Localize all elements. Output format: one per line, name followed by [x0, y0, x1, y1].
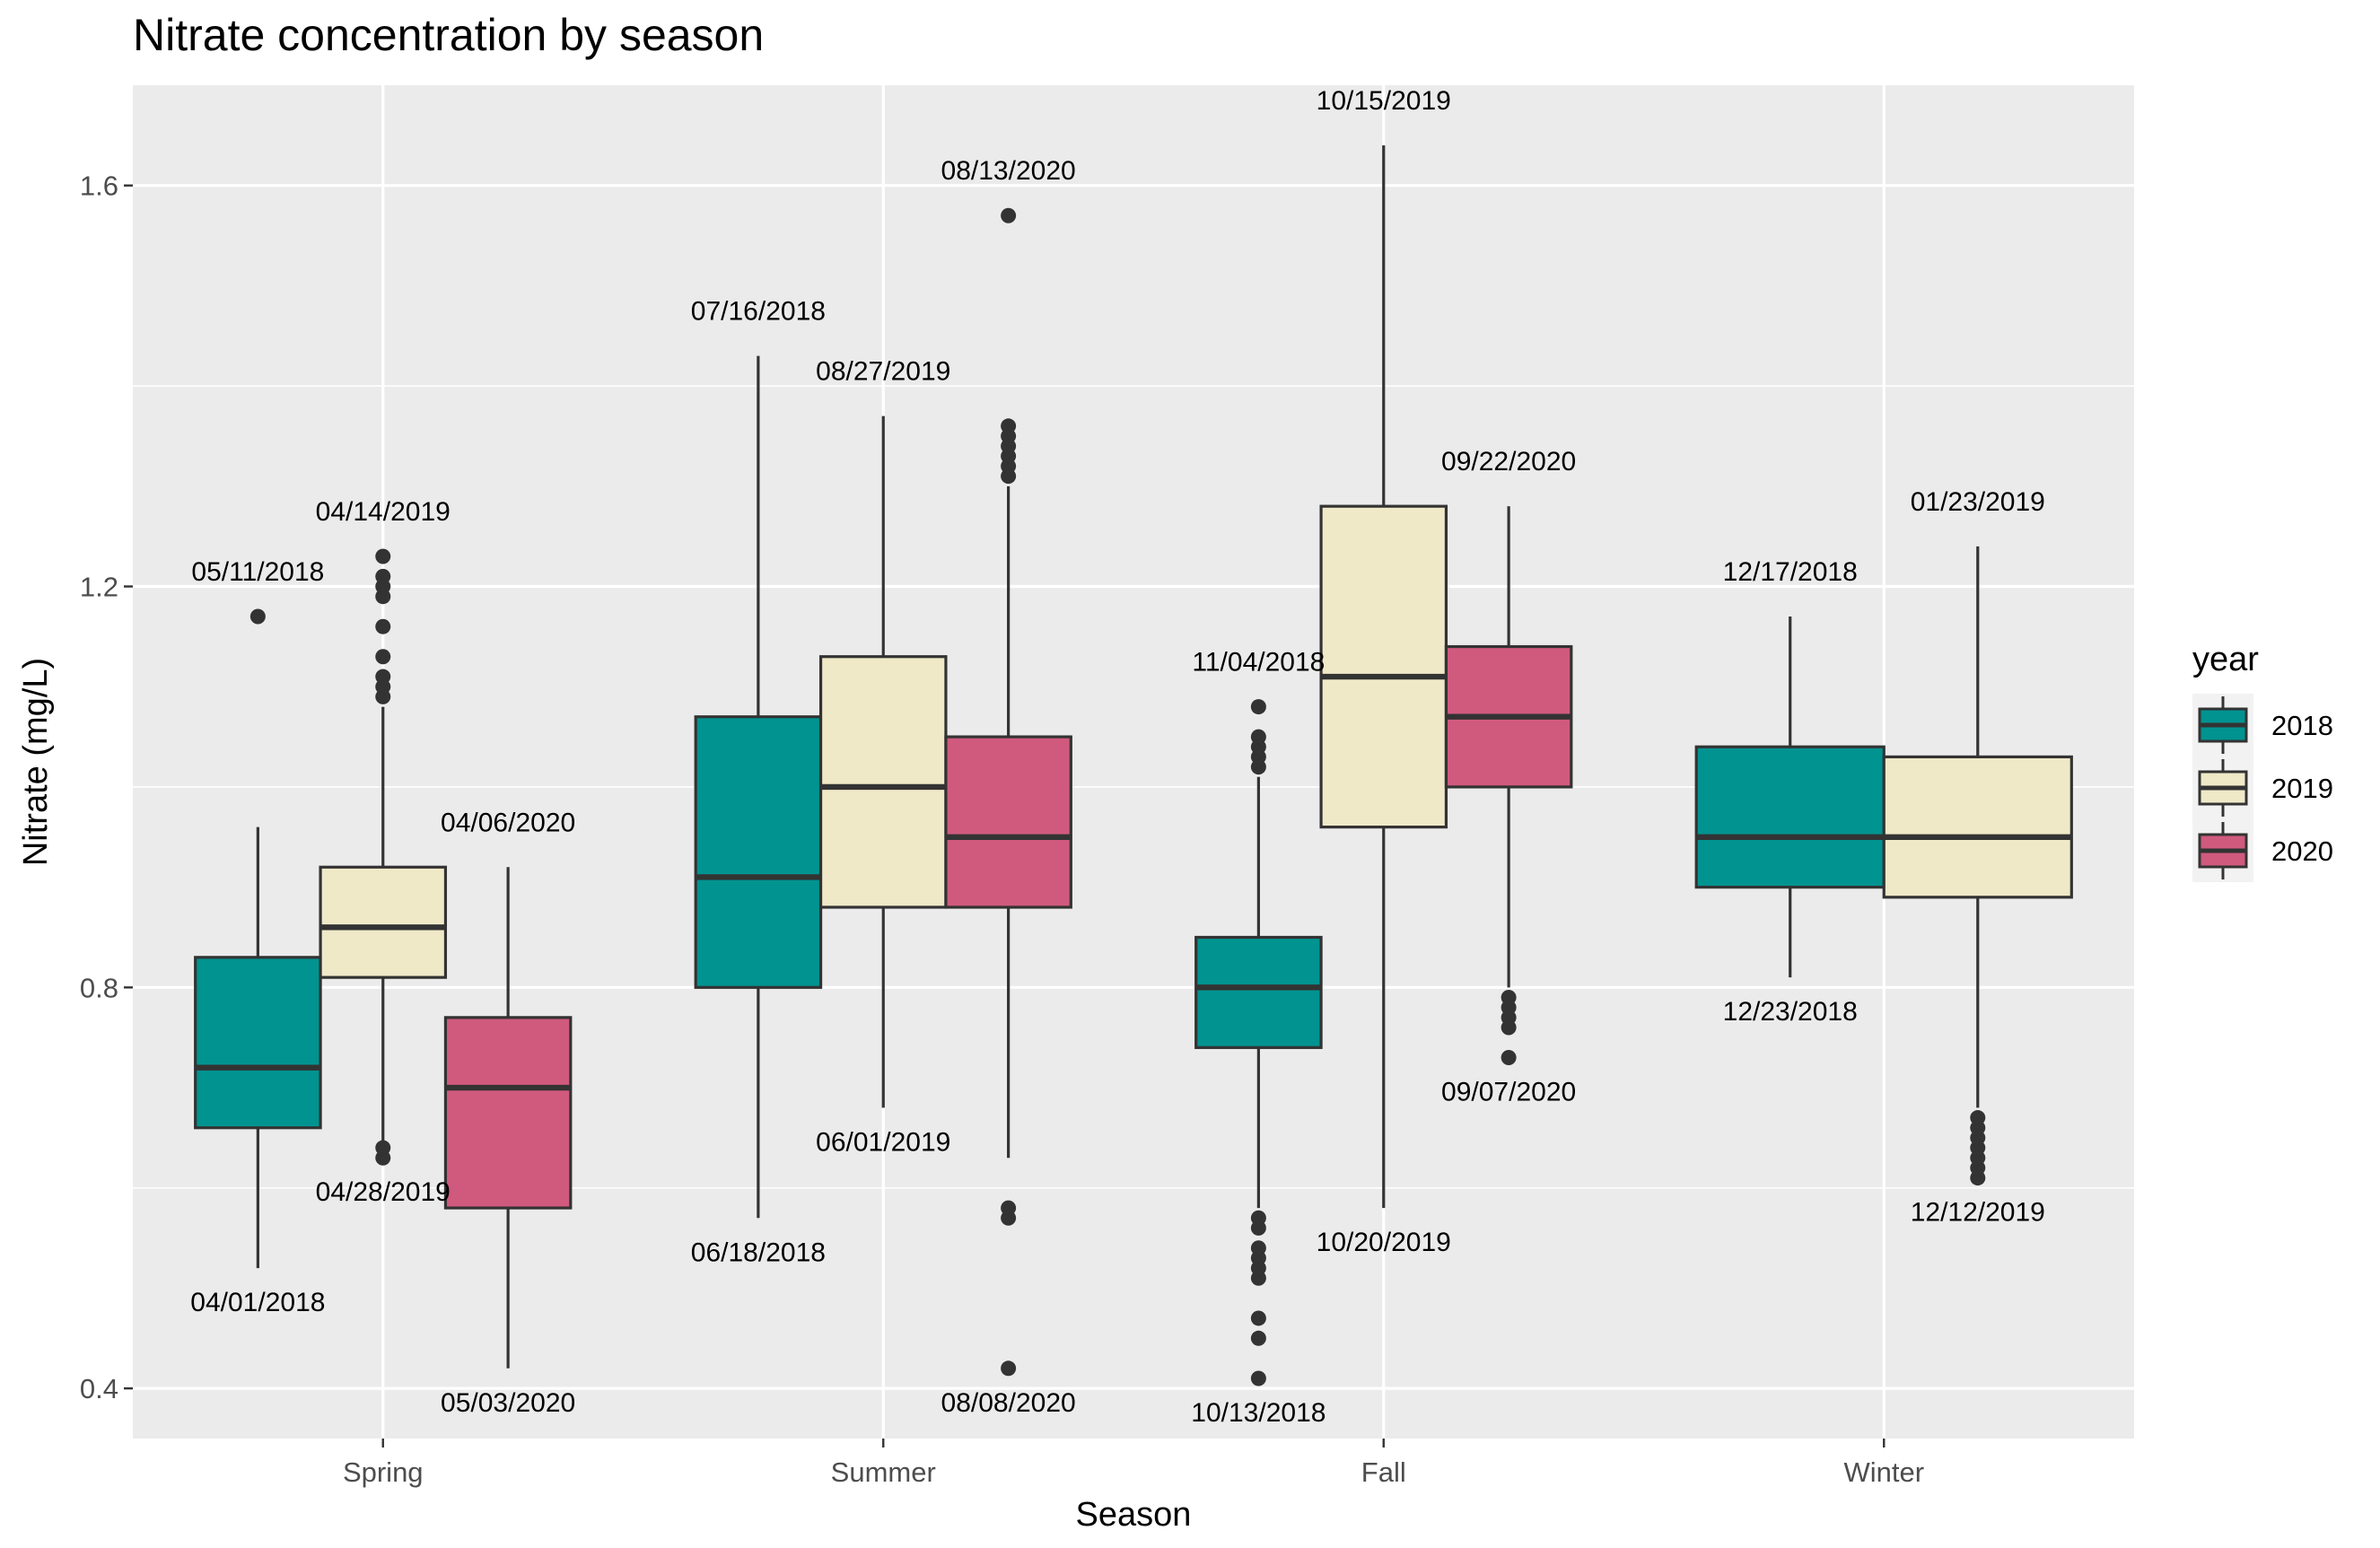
box-summer-2019	[818, 415, 948, 1108]
box-spring-2018	[194, 608, 322, 1269]
date-annotation: 04/14/2019	[316, 497, 451, 527]
date-annotation: 05/11/2018	[191, 557, 324, 587]
box-winter-2019	[1882, 546, 2073, 1186]
box-spring-2019	[319, 548, 448, 1166]
outlier-point	[1001, 207, 1017, 223]
legend-key-2018: 2018	[2192, 694, 2333, 757]
box-body	[1882, 755, 2073, 899]
outlier-point	[375, 669, 391, 685]
axes: 0.4 0.8 1.2 1.6 Spring Summer Fall Winter	[80, 171, 1924, 1488]
box-body	[319, 865, 448, 979]
date-annotation: 01/23/2019	[1911, 487, 2045, 517]
date-annotation: 07/16/2018	[691, 297, 826, 327]
outlier-point	[1250, 1210, 1266, 1226]
date-annotation: 06/01/2019	[816, 1127, 950, 1157]
date-annotation: 09/07/2020	[1441, 1078, 1576, 1107]
legend-key-2019: 2019	[2192, 757, 2333, 819]
date-annotation: 10/20/2019	[1317, 1228, 1451, 1257]
legend-label: 2018	[2271, 710, 2333, 741]
outlier-point	[375, 618, 391, 634]
box-summer-2018	[694, 355, 823, 1219]
outlier-point	[1250, 729, 1266, 745]
y-tick-label: 0.4	[80, 1373, 118, 1404]
box-body	[944, 735, 1072, 909]
x-tick-label: Fall	[1361, 1456, 1406, 1488]
outlier-point	[1501, 990, 1517, 1006]
x-tick-label: Summer	[831, 1456, 936, 1488]
date-annotation: 08/08/2020	[941, 1388, 1076, 1418]
box-fall-2019	[1319, 145, 1448, 1209]
outlier-point	[375, 568, 391, 584]
annotations: 05/11/2018 04/01/2018 04/14/2019 04/28/2019…	[190, 86, 2045, 1428]
box-fall-2020	[1444, 506, 1573, 1066]
x-tick-label: Spring	[343, 1456, 424, 1488]
chart-title: Nitrate concentration by season	[133, 10, 765, 60]
box-spring-2020	[443, 867, 573, 1369]
outlier-point	[1250, 1370, 1266, 1386]
date-annotation: 11/04/2018	[1192, 648, 1325, 678]
box-winter-2018	[1694, 617, 1886, 978]
box-body	[443, 1016, 573, 1210]
outlier-point	[1001, 1200, 1017, 1216]
date-annotation: 08/27/2019	[816, 357, 950, 387]
date-annotation: 04/01/2018	[190, 1288, 325, 1317]
date-annotation: 10/13/2018	[1191, 1398, 1326, 1428]
outlier-point	[1250, 1240, 1266, 1256]
outlier-point	[375, 548, 391, 564]
outlier-point	[1001, 1360, 1017, 1377]
box-fall-2018	[1194, 699, 1323, 1386]
date-annotation: 09/22/2020	[1441, 447, 1576, 477]
date-annotation: 12/23/2018	[1723, 997, 1858, 1027]
outlier-point	[1250, 1310, 1266, 1326]
outlier-point	[1970, 1110, 1986, 1126]
date-annotation: 04/28/2019	[316, 1177, 451, 1207]
date-annotation: 04/06/2020	[441, 808, 575, 837]
x-axis-title: Season	[1076, 1496, 1192, 1534]
date-annotation: 08/13/2020	[941, 156, 1076, 186]
box-body	[1194, 935, 1323, 1049]
date-annotation: 06/18/2018	[691, 1238, 826, 1267]
legend: year 2018 2019 2020	[2192, 641, 2333, 882]
y-tick-label: 1.2	[80, 572, 118, 603]
outlier-point	[1250, 699, 1266, 715]
outlier-point	[1250, 1330, 1266, 1346]
outlier-point	[1501, 1050, 1517, 1066]
outlier-point	[375, 1140, 391, 1156]
box-summer-2020	[944, 207, 1072, 1377]
date-annotation: 12/12/2019	[1911, 1198, 2045, 1228]
box-body	[694, 715, 823, 989]
x-tick-label: Winter	[1843, 1456, 1924, 1488]
date-annotation: 12/17/2018	[1723, 557, 1858, 587]
date-annotation: 10/15/2019	[1317, 86, 1451, 116]
date-annotation: 05/03/2020	[441, 1388, 575, 1418]
legend-title: year	[2192, 641, 2259, 678]
y-tick-label: 0.8	[80, 972, 118, 1003]
box-body	[194, 956, 322, 1130]
box-body	[1319, 504, 1448, 829]
boxes	[194, 145, 2073, 1386]
outlier-point	[249, 608, 266, 625]
box-body	[818, 655, 948, 909]
legend-label: 2020	[2271, 835, 2333, 867]
outlier-point	[375, 649, 391, 665]
box-body	[1694, 745, 1886, 889]
legend-label: 2019	[2271, 773, 2333, 804]
legend-key-2020: 2020	[2192, 819, 2333, 882]
outlier-point	[1001, 418, 1017, 434]
y-axis-title: Nitrate (mg/L)	[17, 658, 55, 866]
y-tick-label: 1.6	[80, 171, 118, 202]
